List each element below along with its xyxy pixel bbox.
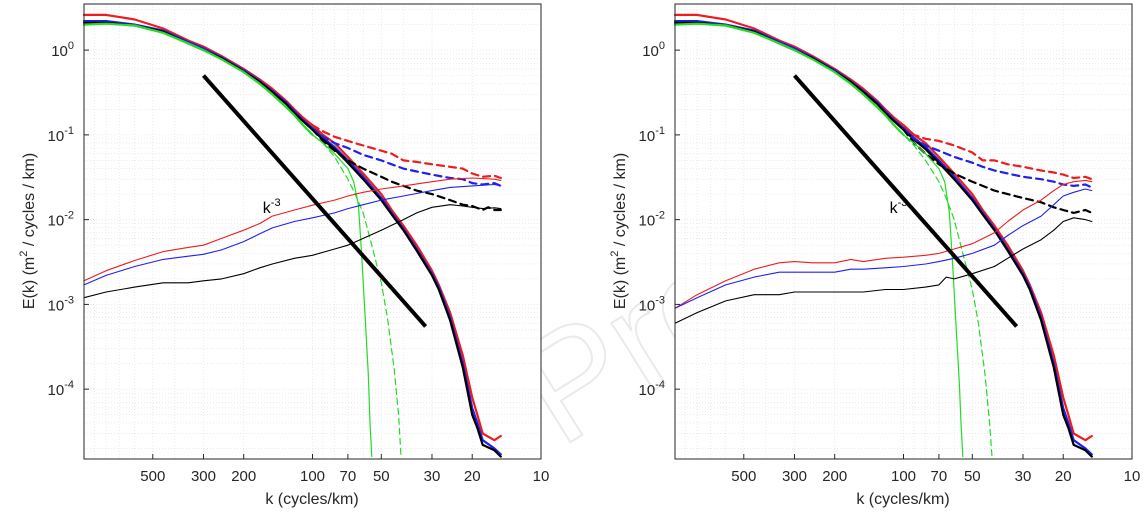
x-tick-label: 20 bbox=[1055, 468, 1072, 485]
series-red-thin bbox=[83, 177, 502, 282]
series-black-dashed bbox=[311, 128, 502, 212]
y-tick-label: 10-2 bbox=[48, 210, 74, 230]
y-tick-labels: 100 10-1 10-2 10-3 10-4 bbox=[48, 40, 89, 399]
series-black-dashed bbox=[902, 128, 1093, 214]
grid bbox=[84, 4, 542, 459]
series-black-thin bbox=[83, 204, 502, 299]
x-tick-label: 100 bbox=[300, 468, 325, 485]
series-green-thick bbox=[673, 22, 905, 136]
y-tick-label: 10-4 bbox=[639, 379, 665, 399]
x-tick-label: 50 bbox=[964, 468, 981, 485]
x-tick-label: 70 bbox=[340, 468, 357, 485]
x-tick-labels: 500 300 200 100 70 50 30 20 10 bbox=[731, 454, 1140, 485]
y-tick-label: 10-1 bbox=[48, 125, 74, 145]
series-layer bbox=[673, 13, 1093, 458]
slope-label: k-3 bbox=[263, 197, 281, 217]
series-red-dashed bbox=[311, 124, 502, 180]
series-green-thin bbox=[884, 114, 964, 458]
x-tick-label: 30 bbox=[424, 468, 441, 485]
x-tick-label: 10 bbox=[1124, 468, 1141, 485]
x-tick-label: 20 bbox=[464, 468, 481, 485]
plot-area bbox=[675, 4, 1132, 459]
x-tick-labels: 500 300 200 100 70 50 30 20 10 bbox=[140, 454, 549, 485]
x-tick-label: 30 bbox=[1015, 468, 1032, 485]
chart-panel-right: 500 300 200 100 70 50 30 20 10 10010-110-210-310… bbox=[609, 3, 1140, 508]
y-tick-label: 10-3 bbox=[639, 294, 665, 314]
x-tick-label: 200 bbox=[822, 468, 847, 485]
x-tick-label: 200 bbox=[231, 468, 256, 485]
x-tick-label: 100 bbox=[891, 468, 916, 485]
grid bbox=[675, 4, 1133, 459]
x-tick-label: 70 bbox=[931, 468, 948, 485]
x-tick-label: 500 bbox=[140, 468, 165, 485]
y-tick-label: 10-3 bbox=[48, 294, 74, 314]
series-k-minus-3 bbox=[793, 74, 1019, 328]
series-red-thick bbox=[673, 13, 1093, 442]
series-blue-dashed bbox=[902, 127, 1093, 189]
y-tick-label: 100 bbox=[642, 40, 665, 60]
plot-area bbox=[84, 4, 541, 459]
x-tick-label: 500 bbox=[731, 468, 756, 485]
series-black-thin bbox=[674, 217, 1093, 324]
y-tick-labels: 100 10-1 10-2 10-3 10-4 bbox=[639, 40, 680, 399]
chart-panel-left: 500 300 200 100 70 50 30 20 10 10010-110-210-310… bbox=[18, 3, 549, 508]
series-layer bbox=[82, 13, 502, 458]
series-green-thin bbox=[293, 114, 373, 458]
x-tick-label: 300 bbox=[782, 468, 807, 485]
series-blue-thin bbox=[674, 188, 1093, 309]
x-tick-label: 10 bbox=[533, 468, 550, 485]
y-axis-label: E(k) (m2 / cycles / km) bbox=[18, 153, 38, 309]
series-green-thick bbox=[82, 22, 314, 136]
slope-annotation: k-3 bbox=[890, 197, 908, 217]
series-red-dashed bbox=[902, 124, 1093, 181]
x-axis-label: k (cycles/km) bbox=[856, 491, 949, 508]
y-axis-label: E(k) (m2 / cycles / km) bbox=[609, 153, 629, 309]
x-tick-label: 300 bbox=[191, 468, 216, 485]
y-tick-label: 10-4 bbox=[48, 379, 74, 399]
x-tick-label: 50 bbox=[373, 468, 390, 485]
series-k-minus-3 bbox=[202, 74, 428, 328]
series-blue-dashed bbox=[311, 127, 502, 187]
y-tick-label: 10-2 bbox=[639, 210, 665, 230]
series-red-thin bbox=[674, 179, 1093, 309]
x-axis-label: k (cycles/km) bbox=[265, 491, 358, 508]
y-tick-label: 10-1 bbox=[639, 125, 665, 145]
series-blue-thin bbox=[83, 183, 502, 286]
series-green-thin-dashed bbox=[884, 114, 993, 458]
slope-label: k-3 bbox=[890, 197, 908, 217]
y-tick-label: 100 bbox=[51, 40, 74, 60]
slope-annotation: k-3 bbox=[263, 197, 281, 217]
